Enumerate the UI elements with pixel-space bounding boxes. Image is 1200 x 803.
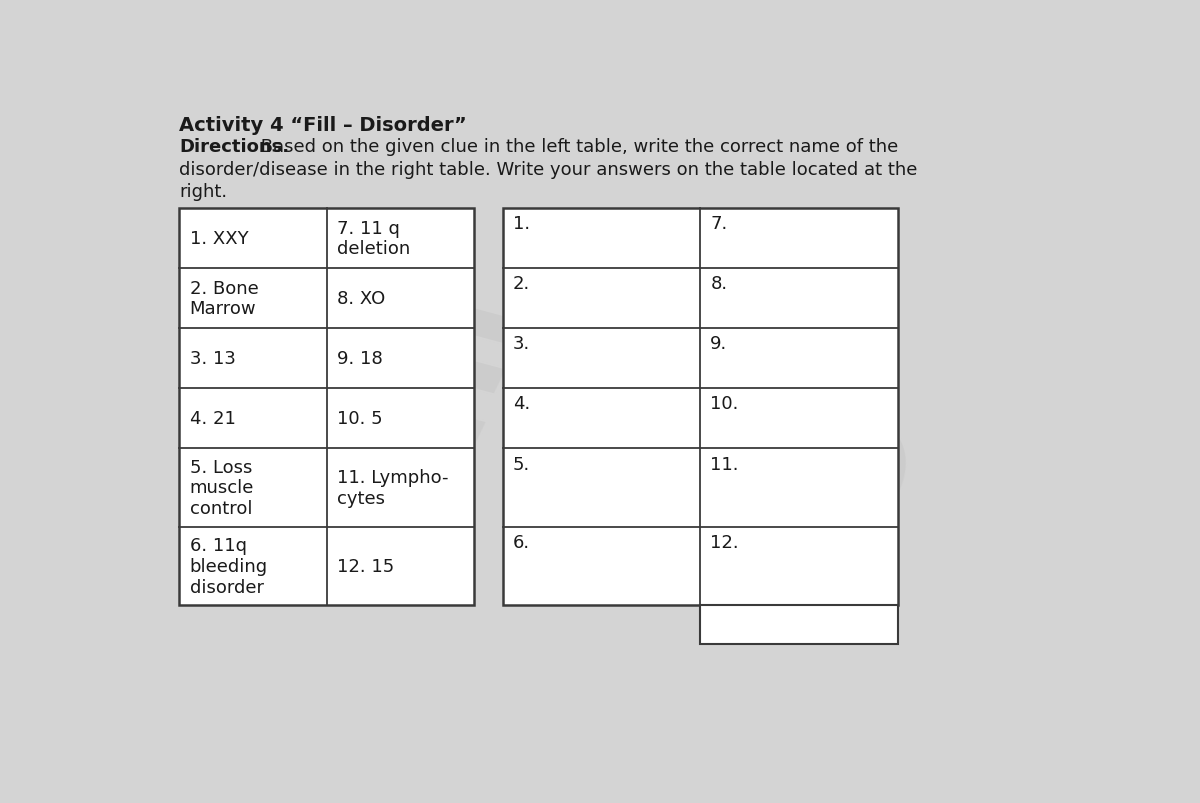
Text: 9.: 9. [710,335,727,353]
Text: 2.: 2. [512,275,530,293]
Text: 10. 5: 10. 5 [337,410,383,427]
Text: right.: right. [180,183,228,202]
Text: 5. Loss
muscle
control: 5. Loss muscle control [190,458,254,518]
Text: disorder/disease in the right table. Write your answers on the table located at : disorder/disease in the right table. Wri… [180,161,918,178]
Text: 7.: 7. [710,215,727,233]
Text: 7. 11 q
deletion: 7. 11 q deletion [337,219,410,258]
Text: 11. Lympho-
cytes: 11. Lympho- cytes [337,468,449,507]
Text: 11.: 11. [710,455,739,473]
Text: 3. 13: 3. 13 [190,349,235,368]
Text: 1.: 1. [512,215,530,233]
Text: 12.: 12. [710,533,739,552]
Text: 8. XO: 8. XO [337,290,385,308]
Text: 4.: 4. [512,395,530,413]
Bar [180,209,474,605]
Text: 4. 21: 4. 21 [190,410,235,427]
Text: 10.: 10. [710,395,739,413]
Text: 12. 15: 12. 15 [337,557,394,575]
Bar [503,209,898,605]
Text: 6. 11q
bleeding
disorder: 6. 11q bleeding disorder [190,536,268,596]
Text: 9. 18: 9. 18 [337,349,383,368]
Text: Based on the given clue in the left table, write the correct name of the: Based on the given clue in the left tabl… [254,138,898,156]
Text: Activity 4 “Fill – Disorder”: Activity 4 “Fill – Disorder” [180,116,467,136]
Text: 2. Bone
Marrow: 2. Bone Marrow [190,279,258,318]
Text: 8.: 8. [710,275,727,293]
Text: DEPED: DEPED [226,250,926,595]
Text: 1. XXY: 1. XXY [190,230,248,247]
Text: Directions.: Directions. [180,138,289,156]
Text: 5.: 5. [512,455,530,473]
Text: 3.: 3. [512,335,530,353]
Text: 6.: 6. [512,533,530,552]
Bar [701,605,898,644]
